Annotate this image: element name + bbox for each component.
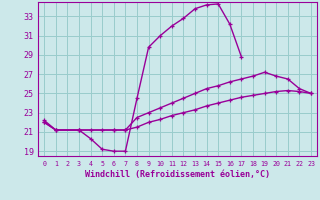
X-axis label: Windchill (Refroidissement éolien,°C): Windchill (Refroidissement éolien,°C) [85,170,270,179]
